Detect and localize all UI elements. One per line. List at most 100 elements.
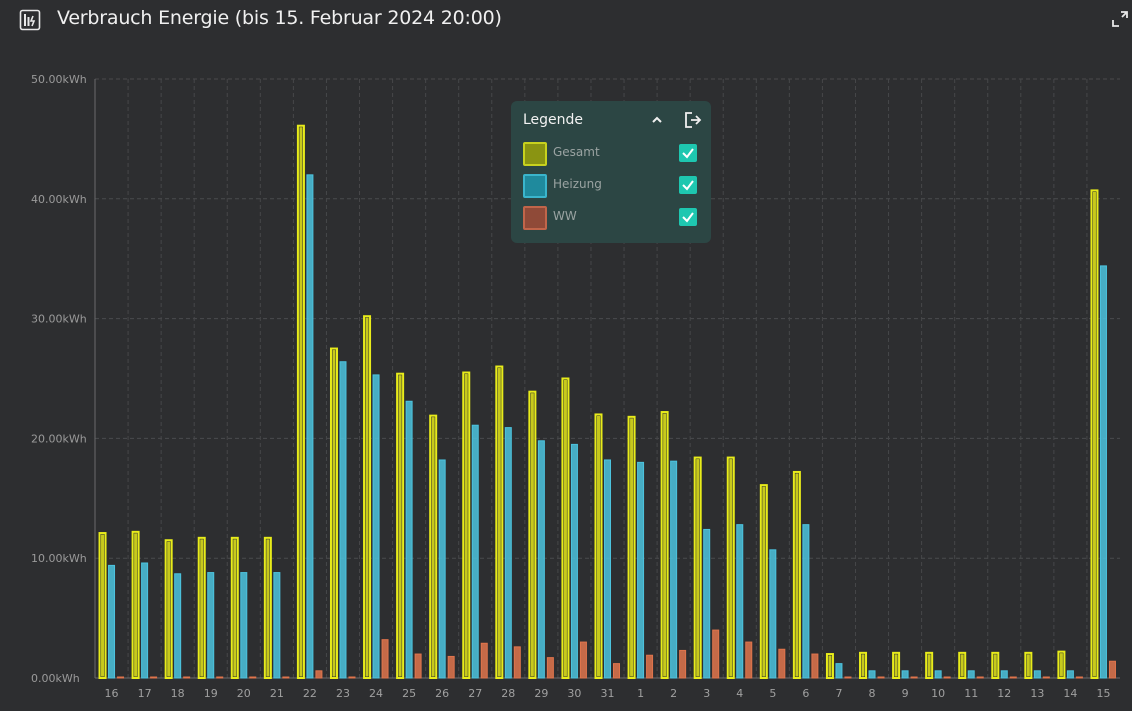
bar-fill-gesamt-31 <box>597 415 600 677</box>
bar-ww-28[interactable] <box>513 646 521 679</box>
bar-heizung-3[interactable] <box>703 528 711 679</box>
y-tick-label: 0.00kWh <box>31 672 80 685</box>
x-tick-label: 4 <box>736 687 743 700</box>
bar-heizung-11[interactable] <box>967 670 975 679</box>
bar-heizung-10[interactable] <box>934 670 942 679</box>
bar-heizung-30[interactable] <box>570 443 578 679</box>
bar-fill-gesamt-15 <box>1092 191 1096 677</box>
bar-ww-9[interactable] <box>910 676 918 679</box>
bar-ww-21[interactable] <box>282 676 290 679</box>
legend-item-heizung[interactable]: Heizung <box>523 174 703 198</box>
bar-ww-8[interactable] <box>877 676 885 679</box>
bar-fill-gesamt-21 <box>266 539 270 677</box>
bar-ww-13[interactable] <box>1042 676 1050 679</box>
chevron-up-icon[interactable] <box>649 111 665 129</box>
bar-heizung-4[interactable] <box>736 524 744 679</box>
x-tick-label: 2 <box>670 687 677 700</box>
x-tick-label: 5 <box>769 687 776 700</box>
checkbox-ww[interactable] <box>679 208 697 226</box>
bar-ww-7[interactable] <box>844 676 852 679</box>
bar-heizung-27[interactable] <box>471 424 479 679</box>
bar-heizung-14[interactable] <box>1066 670 1074 679</box>
bar-heizung-9[interactable] <box>901 670 909 679</box>
bar-heizung-26[interactable] <box>438 459 446 679</box>
x-tick-label: 26 <box>435 687 449 700</box>
bar-heizung-29[interactable] <box>537 440 545 679</box>
bar-heizung-5[interactable] <box>769 549 777 679</box>
bar-ww-1[interactable] <box>646 654 654 679</box>
legend-item-ww[interactable]: WW <box>523 206 703 230</box>
x-tick-label: 20 <box>237 687 251 700</box>
bar-ww-10[interactable] <box>943 676 951 679</box>
bar-fill-gesamt-11 <box>960 654 964 677</box>
bar-heizung-23[interactable] <box>339 361 347 679</box>
bar-heizung-18[interactable] <box>174 573 182 679</box>
bar-ww-29[interactable] <box>546 657 554 679</box>
x-tick-label: 24 <box>369 687 383 700</box>
x-tick-label: 22 <box>303 687 317 700</box>
bar-fill-gesamt-12 <box>993 654 997 677</box>
bar-ww-6[interactable] <box>811 653 819 679</box>
bar-heizung-19[interactable] <box>207 572 215 679</box>
bar-ww-27[interactable] <box>480 642 488 679</box>
x-tick-label: 3 <box>703 687 710 700</box>
bar-ww-25[interactable] <box>414 653 422 679</box>
bar-fill-gesamt-7 <box>828 655 832 677</box>
bar-ww-17[interactable] <box>150 676 158 679</box>
x-tick-label: 10 <box>931 687 945 700</box>
bar-fill-gesamt-1 <box>630 418 634 677</box>
bar-ww-14[interactable] <box>1075 676 1083 679</box>
bar-heizung-15[interactable] <box>1099 265 1107 679</box>
bar-fill-gesamt-3 <box>696 459 700 677</box>
bar-ww-26[interactable] <box>447 655 455 679</box>
bar-ww-3[interactable] <box>712 629 720 679</box>
bar-fill-gesamt-22 <box>299 127 303 677</box>
bar-heizung-2[interactable] <box>670 460 678 679</box>
x-tick-label: 27 <box>468 687 482 700</box>
bar-ww-4[interactable] <box>745 641 753 679</box>
bar-heizung-1[interactable] <box>637 461 645 679</box>
legend-item-gesamt[interactable]: Gesamt <box>523 142 703 166</box>
bar-ww-23[interactable] <box>348 676 356 679</box>
bar-heizung-20[interactable] <box>240 572 248 679</box>
bar-heizung-7[interactable] <box>835 663 843 679</box>
y-tick-label: 10.00kWh <box>31 552 87 565</box>
bar-ww-19[interactable] <box>216 676 224 679</box>
checkbox-heizung[interactable] <box>679 176 697 194</box>
x-tick-label: 29 <box>534 687 548 700</box>
x-tick-label: 25 <box>402 687 416 700</box>
checkbox-gesamt[interactable] <box>679 144 697 162</box>
bar-heizung-25[interactable] <box>405 400 413 679</box>
bar-ww-16[interactable] <box>117 676 125 679</box>
bar-fill-gesamt-26 <box>431 417 435 677</box>
exit-icon[interactable] <box>683 110 703 130</box>
x-tick-label: 9 <box>902 687 909 700</box>
bar-ww-24[interactable] <box>381 639 389 679</box>
bar-ww-2[interactable] <box>679 649 687 679</box>
bar-heizung-13[interactable] <box>1033 670 1041 679</box>
bar-heizung-28[interactable] <box>504 427 512 679</box>
bar-heizung-17[interactable] <box>141 562 149 679</box>
bar-ww-31[interactable] <box>613 663 620 679</box>
bar-ww-18[interactable] <box>183 676 191 679</box>
expand-icon[interactable] <box>1112 11 1128 27</box>
bar-ww-15[interactable] <box>1108 660 1116 679</box>
bar-heizung-21[interactable] <box>273 572 281 679</box>
bar-heizung-8[interactable] <box>868 670 876 679</box>
bar-heizung-24[interactable] <box>372 374 380 679</box>
bar-heizung-22[interactable] <box>306 174 314 679</box>
bar-ww-30[interactable] <box>579 641 587 679</box>
bar-fill-gesamt-28 <box>497 368 501 677</box>
bar-ww-22[interactable] <box>315 670 323 679</box>
bar-ww-5[interactable] <box>778 648 786 679</box>
bar-heizung-16[interactable] <box>108 564 116 679</box>
building-energy-icon <box>19 9 41 31</box>
x-tick-label: 11 <box>964 687 978 700</box>
bar-ww-11[interactable] <box>976 676 984 679</box>
bar-heizung-12[interactable] <box>1000 670 1008 679</box>
bar-ww-20[interactable] <box>249 676 257 679</box>
bar-ww-12[interactable] <box>1009 676 1017 679</box>
bar-heizung-6[interactable] <box>802 524 810 679</box>
bar-heizung-31[interactable] <box>604 459 611 679</box>
x-tick-label: 1 <box>637 687 644 700</box>
